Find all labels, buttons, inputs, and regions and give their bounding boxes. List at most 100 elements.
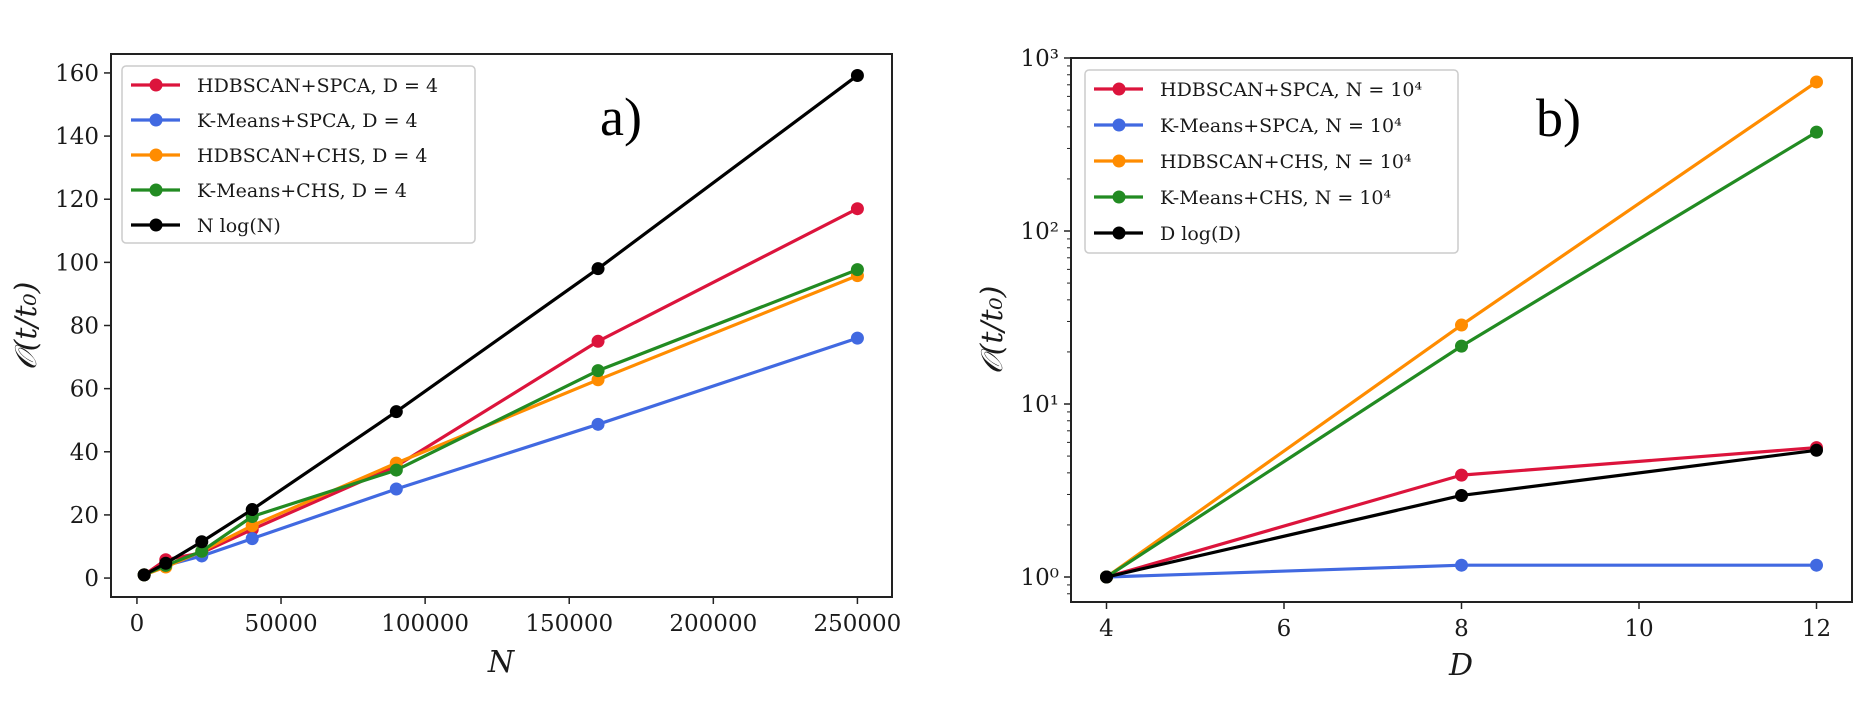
data-point: [591, 262, 605, 276]
data-point: [591, 364, 605, 378]
data-point: [245, 503, 259, 517]
x-tick-label: 8: [1454, 616, 1469, 642]
x-tick-label: 150000: [525, 611, 613, 637]
data-point: [1810, 125, 1823, 139]
y-tick-label: 40: [70, 440, 99, 466]
data-point: [137, 568, 151, 582]
data-point: [1455, 488, 1468, 502]
x-tick-label: 10: [1624, 616, 1653, 642]
legend-swatch-marker: [1112, 226, 1126, 240]
y-tick-label: 20: [70, 503, 99, 529]
data-point: [389, 405, 403, 419]
y-tick-label: 10²: [1021, 219, 1060, 245]
legend-label: HDBSCAN+CHS, N = 10⁴: [1160, 151, 1412, 173]
x-tick-label: 50000: [244, 611, 317, 637]
legend-swatch-marker: [149, 113, 163, 127]
data-point: [1810, 443, 1823, 457]
y-tick-label: 160: [55, 61, 99, 87]
x-tick-label: 200000: [669, 611, 757, 637]
legend-swatch-marker: [149, 183, 163, 197]
data-point: [1810, 75, 1823, 89]
y-tick-label: 120: [55, 187, 99, 213]
data-point: [850, 68, 864, 82]
data-point: [245, 532, 259, 546]
legend-label: N log(N): [197, 215, 281, 237]
x-tick-label: 250000: [814, 611, 902, 637]
legend-entry: D log(D): [1094, 223, 1241, 245]
legend-entry: K-Means+SPCA, N = 10⁴: [1094, 115, 1402, 137]
data-point: [159, 556, 173, 570]
data-point: [1100, 570, 1113, 584]
data-point: [1455, 339, 1468, 353]
data-point: [1455, 468, 1468, 482]
panel-b: 4 6 8 10 12 10⁰ 10¹ 10² 10³ HDBSCAN+SPCA, N = 10…: [975, 46, 1853, 683]
legend-label: K-Means+SPCA, N = 10⁴: [1160, 115, 1402, 137]
data-point: [591, 373, 605, 387]
legend-entry: K-Means+CHS, D = 4: [131, 180, 407, 202]
data-point: [591, 417, 605, 431]
x-tick-label: 4: [1099, 616, 1114, 642]
series-k-means-spca-n-10: [1100, 558, 1823, 584]
series-hdbscan-chs-d-4: [137, 269, 864, 582]
series-k-means-spca-d-4: [137, 331, 864, 582]
legend-label: K-Means+SPCA, D = 4: [197, 110, 418, 132]
legend-frame: [1084, 69, 1459, 254]
x-tick-label: 12: [1802, 616, 1831, 642]
data-point: [1455, 318, 1468, 332]
series-n-log-n: [137, 68, 864, 582]
panel-label-b: b): [1536, 88, 1581, 148]
y-tick-label: 0: [84, 566, 99, 592]
y-tick-label: 100: [55, 250, 99, 276]
legend-entry: K-Means+SPCA, D = 4: [131, 110, 418, 132]
data-point: [850, 331, 864, 345]
legend-label: HDBSCAN+CHS, D = 4: [197, 145, 427, 167]
ticks-layer-b: 4 6 8 10 12 10⁰ 10¹ 10² 10³: [1021, 46, 1832, 642]
y-tick-label: 140: [55, 124, 99, 150]
data-point: [591, 334, 605, 348]
data-point: [195, 535, 209, 549]
data-point: [195, 544, 209, 558]
x-tick-label: 6: [1277, 616, 1292, 642]
legend-label: HDBSCAN+SPCA, D = 4: [197, 75, 438, 97]
x-tick-label: 100000: [381, 611, 469, 637]
x-axis-label-a: N: [487, 645, 516, 680]
data-point: [850, 202, 864, 216]
y-tick-label: 60: [70, 377, 99, 403]
legend-swatch-marker: [149, 78, 163, 92]
y-tick-label: 10¹: [1021, 392, 1060, 418]
legend-entry: HDBSCAN+CHS, N = 10⁴: [1094, 151, 1412, 173]
legend-a: HDBSCAN+SPCA, D = 4 K-Means+SPCA, D = 4 HD…: [121, 65, 476, 244]
legend-label: HDBSCAN+SPCA, N = 10⁴: [1160, 79, 1423, 101]
y-axis-label-b: 𝒪(t/t₀): [975, 286, 1010, 375]
legend-label: D log(D): [1160, 223, 1241, 245]
legend-entry: HDBSCAN+CHS, D = 4: [131, 145, 427, 167]
series-layer-a: [137, 68, 864, 582]
legend-frame: [121, 65, 476, 244]
series-line: [1106, 445, 1817, 579]
data-point: [389, 482, 403, 496]
legend-swatch-marker: [149, 218, 163, 232]
legend-swatch-marker: [1112, 190, 1126, 204]
legend-label: K-Means+CHS, N = 10⁴: [1160, 187, 1391, 209]
x-tick-label: 0: [130, 611, 145, 637]
y-axis-label-a: 𝒪(t/t₀): [9, 282, 44, 371]
y-tick-label: 80: [70, 314, 99, 340]
y-tick-label: 10⁰: [1021, 565, 1060, 591]
legend-label: K-Means+CHS, D = 4: [197, 180, 407, 202]
legend-b: HDBSCAN+SPCA, N = 10⁴ K-Means+SPCA, N = 1…: [1084, 69, 1459, 254]
y-tick-label: 10³: [1021, 46, 1060, 72]
legend-entry: HDBSCAN+SPCA, D = 4: [131, 75, 438, 97]
series-layer-b: [1100, 75, 1823, 584]
legend-swatch-marker: [149, 148, 163, 162]
legend-swatch-marker: [1112, 82, 1126, 96]
data-point: [389, 463, 403, 477]
data-point: [1455, 558, 1468, 572]
legend-swatch-marker: [1112, 154, 1126, 168]
x-axis-label-b: D: [1448, 648, 1473, 683]
data-point: [245, 519, 259, 533]
legend-entry: K-Means+CHS, N = 10⁴: [1094, 187, 1391, 209]
legend-swatch-marker: [1112, 118, 1126, 132]
data-point: [850, 263, 864, 277]
series-d-log-d: [1100, 443, 1823, 584]
